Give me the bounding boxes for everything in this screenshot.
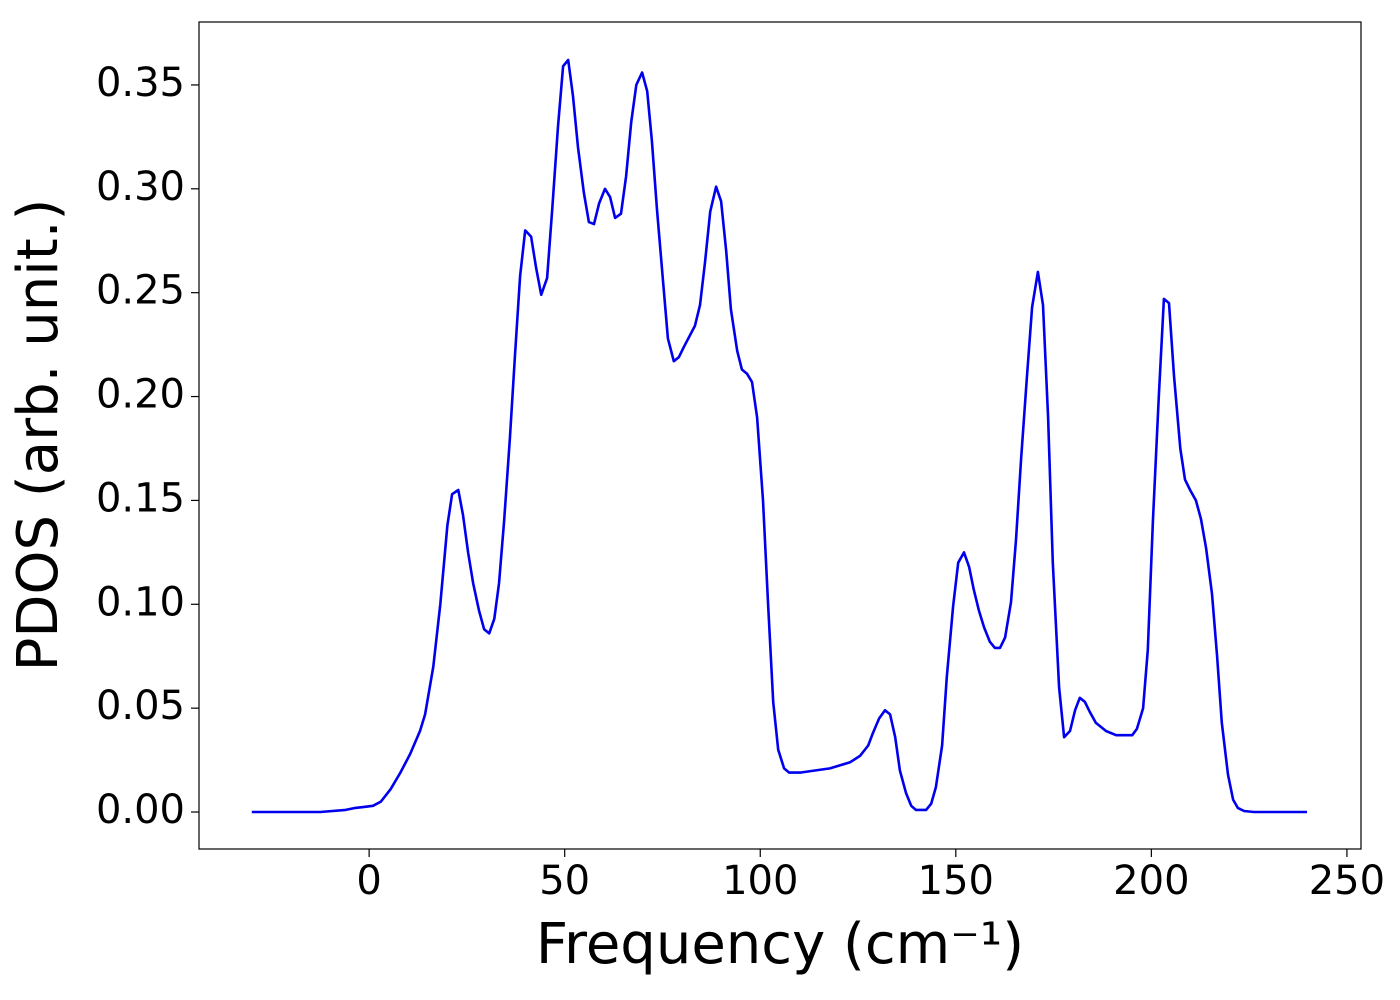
y-tick-label: 0.30 [96,164,185,210]
x-tick-label: 200 [1113,858,1189,904]
x-tick-label: 250 [1309,858,1385,904]
y-tick-label: 0.05 [96,683,185,729]
x-tick-label: 50 [539,858,590,904]
y-tick-label: 0.10 [96,579,185,625]
plot-frame [198,21,1362,850]
x-axis-label: Frequency (cm⁻¹) [536,912,1024,977]
y-tick-label: 0.20 [96,372,185,418]
y-tick-label: 0.00 [96,787,185,833]
y-axis-label: PDOS (arb. unit.) [6,199,71,672]
x-tick-label: 150 [918,858,994,904]
x-tick-label: 0 [356,858,381,904]
y-tick-label: 0.25 [96,268,185,314]
x-tick-label: 100 [722,858,798,904]
y-tick-label: 0.35 [96,60,185,106]
y-tick-label: 0.15 [96,475,185,521]
pdos-line [251,58,1307,814]
